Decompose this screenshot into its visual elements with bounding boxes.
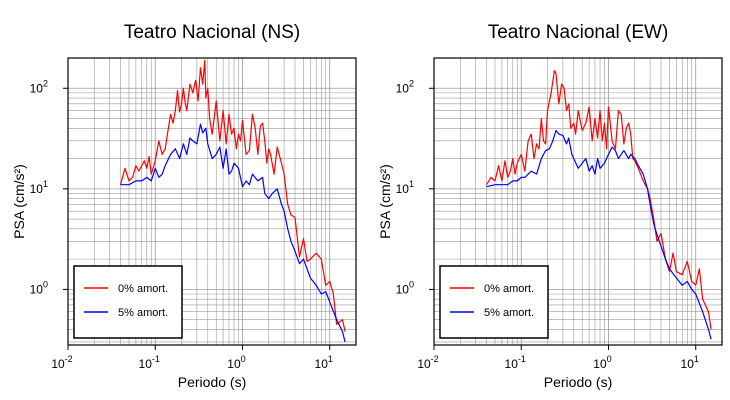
y-tick-label: 100	[396, 279, 414, 296]
chart-panel-1: 10-2 10-1 100 101 100 101 102 Teatro Nacional (…	[11, 22, 357, 390]
legend-box	[73, 265, 183, 339]
x-axis-label: Periodo (s)	[544, 374, 612, 390]
y-tick-label: 100	[30, 279, 48, 296]
series-line-red	[119, 59, 346, 332]
y-tick-label: 101	[30, 179, 48, 196]
legend: 0% amort. 5% amort.	[73, 265, 183, 339]
legend-label: 5% amort.	[118, 307, 168, 319]
chart-title: Teatro Nacional (EW)	[488, 22, 669, 43]
x-tick-label: 100	[227, 354, 245, 371]
plot-frame	[67, 57, 357, 346]
legend-label: 0% amort.	[118, 283, 168, 295]
x-tick-label: 101	[681, 354, 699, 371]
series-line-blue	[120, 123, 346, 343]
legend-label: 0% amort.	[484, 283, 534, 295]
legend-box	[439, 265, 549, 339]
series-line-red	[486, 69, 712, 330]
plot-frame	[433, 57, 723, 346]
x-tick-label: 101	[315, 354, 333, 371]
x-axis-label: Periodo (s)	[178, 374, 246, 390]
x-tick-label: 10-1	[139, 354, 160, 371]
y-tick-label: 102	[396, 78, 414, 95]
x-tick-label: 10-2	[417, 354, 438, 371]
x-tick-label: 100	[593, 354, 611, 371]
x-tick-label: 10-2	[51, 354, 72, 371]
legend: 0% amort. 5% amort.	[439, 265, 549, 339]
series-line-blue	[486, 129, 712, 340]
y-axis-label: PSA (cm/s²)	[377, 164, 393, 239]
chart-title: Teatro Nacional (NS)	[124, 22, 300, 43]
y-tick-label: 101	[396, 179, 414, 196]
grid	[67, 57, 357, 345]
y-tick-label: 102	[30, 78, 48, 95]
y-axis-label: PSA (cm/s²)	[11, 164, 27, 239]
chart-panel-2: 10-2 10-1 100 101 100 101 102 Teatro Nacional (…	[377, 22, 723, 390]
x-tick-label: 10-1	[505, 354, 526, 371]
legend-label: 5% amort.	[484, 307, 534, 319]
